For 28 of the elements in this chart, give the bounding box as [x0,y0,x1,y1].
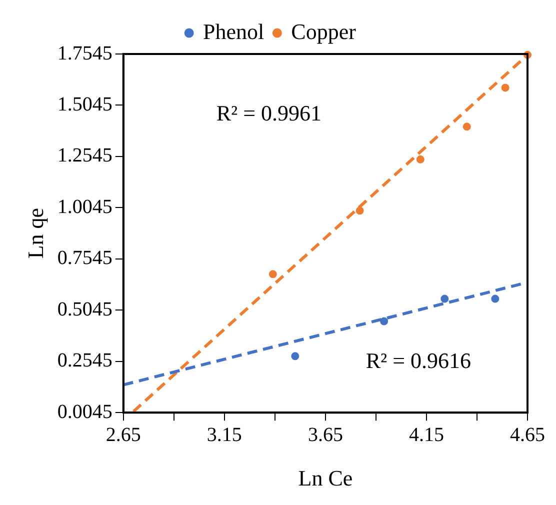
x-tick-label: 3.15 [206,424,242,446]
y-tick-label: 0.5045 [57,298,112,320]
x-tick-label: 2.65 [106,424,141,446]
point [440,294,449,303]
y-tick-label: 0.2545 [57,350,112,372]
y-tick-label: 1.2545 [57,144,112,167]
x-tick-label: 4.15 [408,424,444,446]
annotation: R² = 0.9961 [216,100,322,126]
x-tick-label: 4.65 [510,424,545,446]
y-tick-label: 1.5045 [57,93,112,116]
point [416,155,424,164]
point [380,317,388,326]
x-tick-label: 3.65 [308,424,343,446]
point [268,270,277,278]
point [501,84,510,92]
y-axis-title: Ln qe [22,208,48,259]
y-tick-label: 0.7545 [57,247,112,270]
point [356,206,364,215]
annotation: R² = 0.9616 [366,348,472,374]
point [291,352,300,360]
legend-label: Phenol [203,18,264,44]
legend-label: Copper [291,18,357,44]
point [462,122,471,131]
x-axis-title: Ln Ce [298,466,353,491]
y-tick-label: 0.0045 [57,400,112,423]
point [491,294,500,303]
y-tick-label: 1.0045 [57,196,112,218]
y-tick-label: 1.7545 [57,42,112,64]
